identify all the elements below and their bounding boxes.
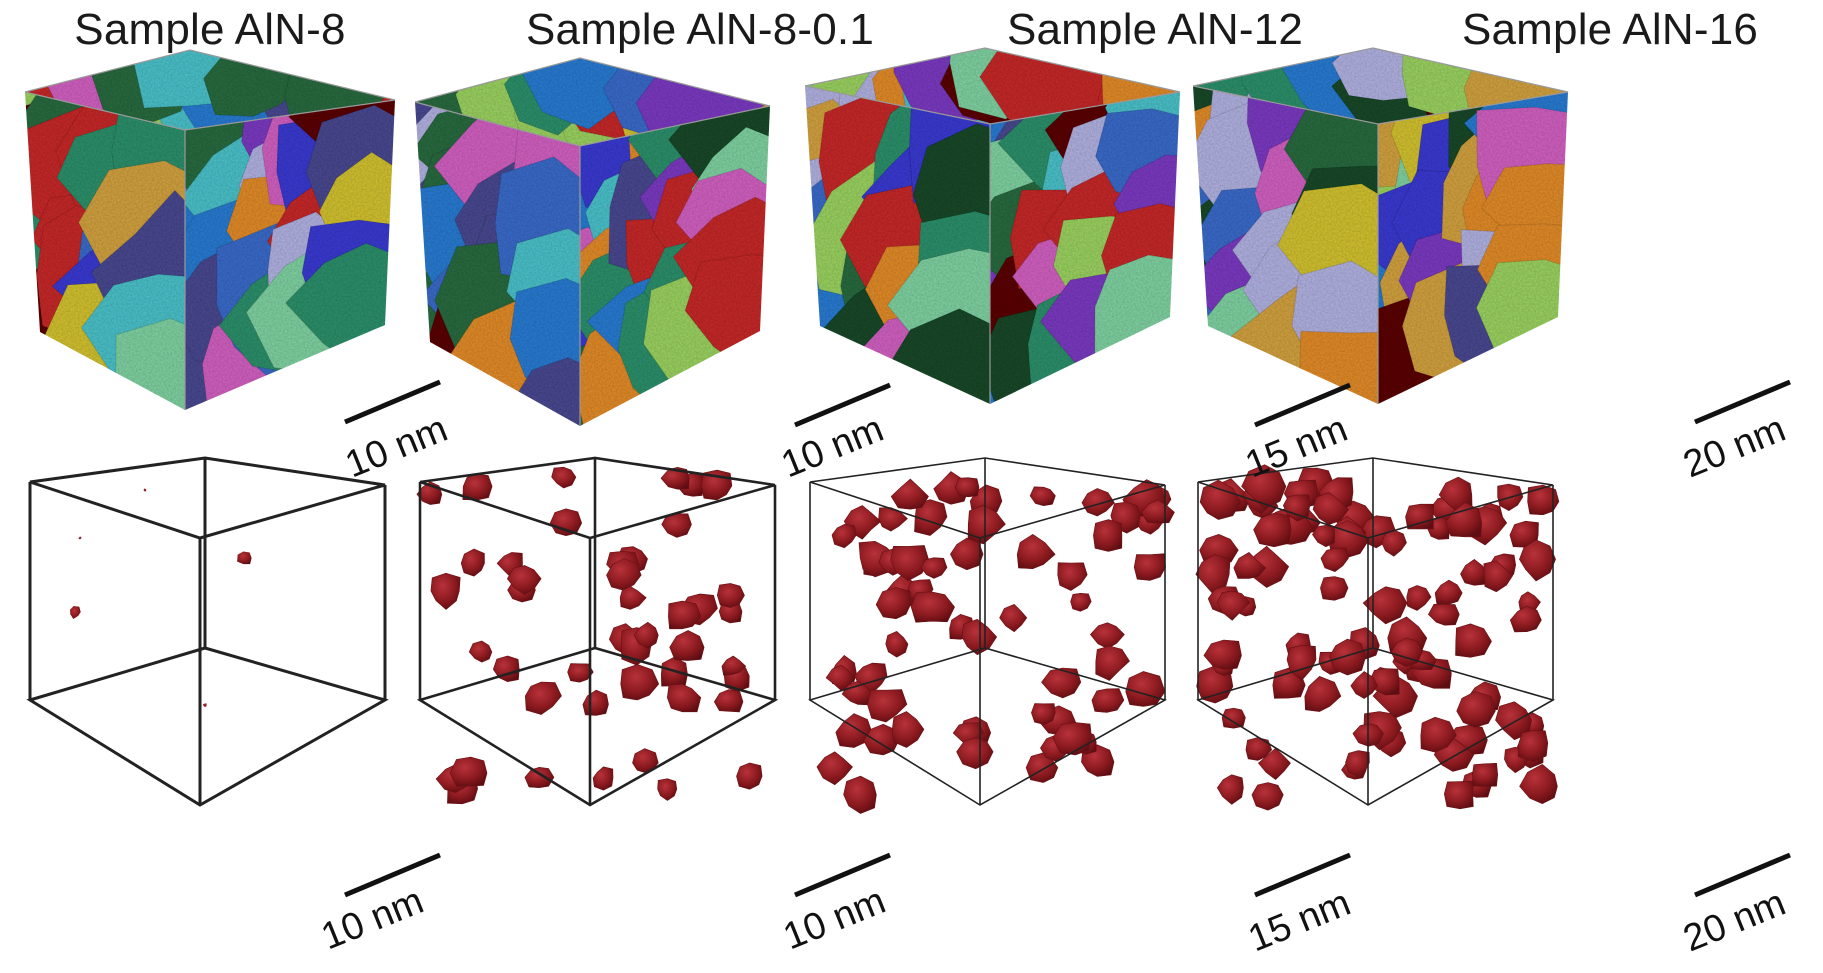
panel-title-4: Sample AlN-16	[1461, 5, 1759, 54]
scale-bar-top-3	[1254, 382, 1351, 428]
precipitate-row	[26, 456, 1560, 814]
scale-label-top-3: 15 nm	[1240, 408, 1354, 487]
scale-bar-top-2	[794, 382, 891, 428]
scale-bar-bottom-4	[1694, 852, 1791, 898]
scale-bar-bottom-2	[794, 852, 891, 898]
scale-label-top-2: 10 nm	[776, 408, 890, 487]
grain-cube-3	[804, 47, 1181, 404]
panel-title-2: Sample AlN-8-0.1	[525, 5, 875, 54]
precipitate-cube-3	[808, 457, 1175, 814]
scale-label-bottom-1: 10 nm	[316, 880, 430, 959]
grain-cube-4	[1192, 47, 1569, 404]
scale-bar-bottom-3	[1254, 852, 1351, 898]
precipitate-cube-2	[416, 456, 779, 807]
grain-cube-2	[414, 57, 771, 426]
panel-title-3: Sample AlN-12	[1006, 5, 1304, 54]
scale-label-bottom-2: 10 nm	[778, 880, 892, 959]
precipitate-cube-4	[1195, 457, 1560, 811]
panel-title-1: Sample AlN-8	[74, 5, 346, 54]
precipitate-cube-1	[26, 456, 389, 807]
scale-bar-top-4	[1694, 379, 1791, 425]
scale-bar-bottom-1	[344, 852, 441, 898]
scale-bar-top-1	[344, 379, 441, 425]
grain-structure-row	[24, 47, 1569, 426]
grain-cube-1	[24, 49, 396, 410]
